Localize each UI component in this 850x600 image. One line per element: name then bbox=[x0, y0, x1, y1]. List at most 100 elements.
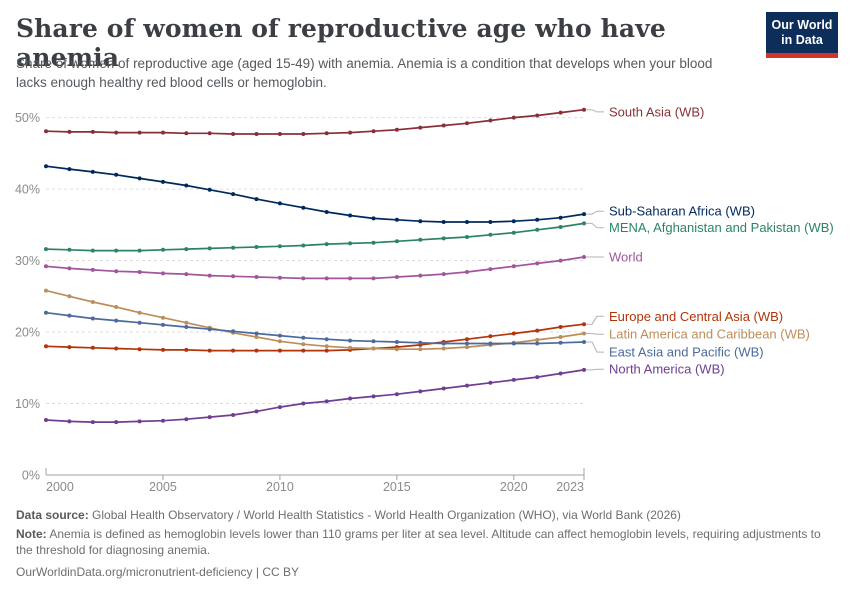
series-line-north-america-wb[interactable] bbox=[45, 369, 585, 423]
data-point-mena-afghanistan-and-pakistan-wb[interactable] bbox=[114, 248, 119, 253]
data-point-world[interactable] bbox=[161, 271, 165, 276]
data-point-south-asia-wb[interactable] bbox=[67, 129, 72, 134]
data-point-east-asia-and-pacific-wb[interactable] bbox=[301, 335, 306, 340]
data-point-latin-america-and-caribbean-wb[interactable] bbox=[184, 320, 189, 325]
data-point-south-asia-wb[interactable] bbox=[254, 132, 259, 136]
data-point-south-asia-wb[interactable] bbox=[277, 132, 282, 136]
data-point-world[interactable] bbox=[348, 276, 353, 281]
data-point-north-america-wb[interactable] bbox=[254, 409, 259, 414]
data-point-mena-afghanistan-and-pakistan-wb[interactable] bbox=[582, 221, 586, 226]
data-point-mena-afghanistan-and-pakistan-wb[interactable] bbox=[277, 244, 282, 249]
data-point-mena-afghanistan-and-pakistan-wb[interactable] bbox=[161, 247, 165, 252]
data-point-east-asia-and-pacific-wb[interactable] bbox=[558, 340, 563, 345]
series-line-east-asia-and-pacific-wb[interactable] bbox=[45, 311, 585, 345]
data-point-east-asia-and-pacific-wb[interactable] bbox=[44, 310, 48, 315]
data-point-south-asia-wb[interactable] bbox=[137, 130, 142, 135]
data-point-world[interactable] bbox=[301, 276, 306, 281]
data-point-sub-saharan-africa-wb[interactable] bbox=[488, 220, 493, 224]
data-point-world[interactable] bbox=[394, 275, 399, 279]
data-point-latin-america-and-caribbean-wb[interactable] bbox=[44, 288, 48, 293]
data-point-east-asia-and-pacific-wb[interactable] bbox=[511, 341, 516, 346]
data-point-south-asia-wb[interactable] bbox=[511, 115, 516, 120]
data-point-world[interactable] bbox=[231, 274, 236, 279]
data-point-sub-saharan-africa-wb[interactable] bbox=[511, 219, 516, 224]
data-point-north-america-wb[interactable] bbox=[184, 417, 189, 422]
series-line-latin-america-and-caribbean-wb[interactable] bbox=[45, 289, 585, 351]
data-point-latin-america-and-caribbean-wb[interactable] bbox=[137, 310, 142, 315]
data-point-sub-saharan-africa-wb[interactable] bbox=[558, 215, 563, 220]
data-point-north-america-wb[interactable] bbox=[558, 371, 563, 376]
data-point-latin-america-and-caribbean-wb[interactable] bbox=[558, 335, 563, 339]
data-point-sub-saharan-africa-wb[interactable] bbox=[582, 212, 586, 217]
data-point-sub-saharan-africa-wb[interactable] bbox=[67, 167, 72, 172]
data-point-latin-america-and-caribbean-wb[interactable] bbox=[371, 346, 376, 351]
data-point-sub-saharan-africa-wb[interactable] bbox=[535, 217, 540, 222]
series-label-world[interactable]: World bbox=[609, 249, 643, 264]
data-point-south-asia-wb[interactable] bbox=[535, 113, 540, 118]
data-point-sub-saharan-africa-wb[interactable] bbox=[137, 176, 142, 181]
data-point-south-asia-wb[interactable] bbox=[465, 121, 469, 126]
data-point-mena-afghanistan-and-pakistan-wb[interactable] bbox=[231, 245, 236, 250]
owid-license-link[interactable]: OurWorldinData.org/micronutrient-deficie… bbox=[16, 565, 299, 580]
data-point-north-america-wb[interactable] bbox=[277, 405, 282, 410]
data-point-south-asia-wb[interactable] bbox=[348, 130, 353, 135]
data-point-east-asia-and-pacific-wb[interactable] bbox=[582, 340, 586, 344]
data-point-mena-afghanistan-and-pakistan-wb[interactable] bbox=[394, 239, 399, 244]
data-point-europe-and-central-asia-wb[interactable] bbox=[465, 337, 469, 342]
data-point-east-asia-and-pacific-wb[interactable] bbox=[114, 318, 119, 323]
data-point-mena-afghanistan-and-pakistan-wb[interactable] bbox=[44, 247, 48, 252]
data-point-sub-saharan-africa-wb[interactable] bbox=[441, 220, 446, 224]
data-point-mena-afghanistan-and-pakistan-wb[interactable] bbox=[324, 242, 329, 247]
data-point-world[interactable] bbox=[137, 270, 142, 274]
data-point-south-asia-wb[interactable] bbox=[231, 132, 236, 136]
data-point-world[interactable] bbox=[277, 275, 282, 280]
data-point-latin-america-and-caribbean-wb[interactable] bbox=[254, 335, 259, 339]
data-point-europe-and-central-asia-wb[interactable] bbox=[254, 348, 259, 353]
data-point-europe-and-central-asia-wb[interactable] bbox=[90, 345, 95, 350]
data-point-north-america-wb[interactable] bbox=[441, 386, 446, 391]
series-label-east-asia-and-pacific-wb[interactable]: East Asia and Pacific (WB) bbox=[609, 345, 764, 360]
data-point-europe-and-central-asia-wb[interactable] bbox=[277, 348, 282, 353]
series-line-sub-saharan-africa-wb[interactable] bbox=[45, 165, 585, 223]
data-point-latin-america-and-caribbean-wb[interactable] bbox=[441, 346, 446, 351]
data-point-world[interactable] bbox=[44, 264, 48, 269]
data-point-east-asia-and-pacific-wb[interactable] bbox=[418, 340, 423, 345]
data-point-latin-america-and-caribbean-wb[interactable] bbox=[582, 331, 586, 336]
data-point-world[interactable] bbox=[90, 267, 95, 272]
data-point-south-asia-wb[interactable] bbox=[114, 130, 119, 135]
data-point-europe-and-central-asia-wb[interactable] bbox=[488, 334, 493, 339]
data-point-europe-and-central-asia-wb[interactable] bbox=[301, 348, 306, 353]
data-point-mena-afghanistan-and-pakistan-wb[interactable] bbox=[137, 248, 142, 253]
data-point-latin-america-and-caribbean-wb[interactable] bbox=[465, 345, 469, 350]
data-point-europe-and-central-asia-wb[interactable] bbox=[231, 348, 236, 353]
data-point-north-america-wb[interactable] bbox=[161, 418, 165, 423]
data-point-latin-america-and-caribbean-wb[interactable] bbox=[161, 315, 165, 320]
series-line-south-asia-wb[interactable] bbox=[45, 108, 585, 135]
data-point-north-america-wb[interactable] bbox=[582, 367, 586, 372]
data-point-east-asia-and-pacific-wb[interactable] bbox=[231, 329, 236, 334]
data-point-mena-afghanistan-and-pakistan-wb[interactable] bbox=[184, 247, 189, 252]
series-label-europe-and-central-asia-wb[interactable]: Europe and Central Asia (WB) bbox=[609, 309, 783, 324]
data-point-sub-saharan-africa-wb[interactable] bbox=[254, 197, 259, 202]
data-point-latin-america-and-caribbean-wb[interactable] bbox=[348, 345, 353, 350]
data-point-mena-afghanistan-and-pakistan-wb[interactable] bbox=[254, 245, 259, 249]
data-point-world[interactable] bbox=[441, 272, 446, 277]
data-point-sub-saharan-africa-wb[interactable] bbox=[114, 172, 119, 177]
data-point-east-asia-and-pacific-wb[interactable] bbox=[394, 340, 399, 344]
data-point-east-asia-and-pacific-wb[interactable] bbox=[67, 313, 72, 318]
data-point-latin-america-and-caribbean-wb[interactable] bbox=[277, 339, 282, 344]
data-point-sub-saharan-africa-wb[interactable] bbox=[324, 210, 329, 214]
data-point-world[interactable] bbox=[207, 273, 212, 278]
data-point-world[interactable] bbox=[114, 269, 119, 274]
data-point-north-america-wb[interactable] bbox=[114, 420, 119, 425]
data-point-world[interactable] bbox=[184, 272, 189, 277]
data-point-europe-and-central-asia-wb[interactable] bbox=[535, 328, 540, 333]
data-point-north-america-wb[interactable] bbox=[371, 394, 376, 399]
data-point-east-asia-and-pacific-wb[interactable] bbox=[90, 316, 95, 321]
data-point-europe-and-central-asia-wb[interactable] bbox=[161, 347, 165, 352]
data-point-world[interactable] bbox=[254, 275, 259, 279]
data-point-north-america-wb[interactable] bbox=[488, 380, 493, 385]
data-point-south-asia-wb[interactable] bbox=[324, 131, 329, 136]
data-point-south-asia-wb[interactable] bbox=[301, 132, 306, 136]
data-point-sub-saharan-africa-wb[interactable] bbox=[394, 217, 399, 222]
